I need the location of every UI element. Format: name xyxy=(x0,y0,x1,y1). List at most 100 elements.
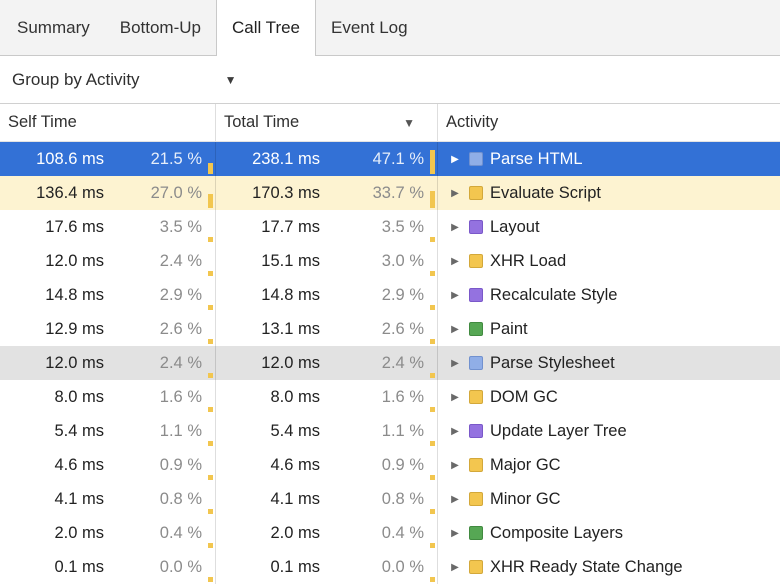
total-time-pct: 2.6 % xyxy=(381,319,424,338)
table-row[interactable]: 12.0 ms 2.4 % 12.0 ms 2.4 % ▶ Parse Styl… xyxy=(0,346,780,380)
column-label-self-time: Self Time xyxy=(8,113,77,131)
column-header-total-time[interactable]: Total Time ▼ xyxy=(216,104,438,141)
total-percent-bar-track xyxy=(430,278,437,312)
self-time-pct: 27.0 % xyxy=(150,183,202,202)
total-percent-bar xyxy=(430,191,435,208)
activity-label: Minor GC xyxy=(490,489,561,508)
tab-call-tree[interactable]: Call Tree xyxy=(215,0,317,56)
table-row[interactable]: 4.1 ms 0.8 % 4.1 ms 0.8 % ▶ Minor GC xyxy=(0,482,780,516)
activity-label: XHR Load xyxy=(490,251,567,270)
self-percent-bar-track xyxy=(208,278,215,312)
total-percent-bar xyxy=(430,271,435,276)
total-time-cell: 4.1 ms 0.8 % xyxy=(216,482,438,516)
activity-cell: ▶ Update Layer Tree xyxy=(438,414,780,448)
total-time-ms: 13.1 ms xyxy=(261,319,320,338)
table-row[interactable]: 12.0 ms 2.4 % 15.1 ms 3.0 % ▶ XHR Load xyxy=(0,244,780,278)
activity-cell: ▶ Paint xyxy=(438,312,780,346)
self-time-cell: 0.1 ms 0.0 % xyxy=(0,550,216,584)
activity-label: Parse Stylesheet xyxy=(490,353,615,372)
disclosure-triangle-icon[interactable]: ▶ xyxy=(451,459,459,471)
tab-bottom-up[interactable]: Bottom-Up xyxy=(119,17,201,37)
total-time-pct: 0.9 % xyxy=(381,455,424,474)
self-time-ms: 136.4 ms xyxy=(36,183,104,202)
column-header-self-time[interactable]: Self Time xyxy=(0,104,216,141)
self-time-ms: 12.0 ms xyxy=(45,251,104,270)
table-row[interactable]: 136.4 ms 27.0 % 170.3 ms 33.7 % ▶ Evalua… xyxy=(0,176,780,210)
total-time-ms: 4.1 ms xyxy=(270,489,320,508)
self-percent-bar-track xyxy=(208,312,215,346)
total-percent-bar xyxy=(430,509,435,514)
activity-cell: ▶ XHR Ready State Change xyxy=(438,550,780,584)
disclosure-triangle-icon[interactable]: ▶ xyxy=(451,493,459,505)
total-percent-bar xyxy=(430,475,435,480)
column-label-activity: Activity xyxy=(446,113,499,131)
self-time-ms: 108.6 ms xyxy=(36,149,104,168)
self-percent-bar-track xyxy=(208,448,215,482)
total-time-pct: 3.0 % xyxy=(381,251,424,270)
total-percent-bar-track xyxy=(430,448,437,482)
total-time-pct: 0.8 % xyxy=(381,489,424,508)
total-time-cell: 15.1 ms 3.0 % xyxy=(216,244,438,278)
self-percent-bar-track xyxy=(208,414,215,448)
total-percent-bar xyxy=(430,373,435,378)
activity-label: Parse HTML xyxy=(490,149,583,168)
table-row[interactable]: 12.9 ms 2.6 % 13.1 ms 2.6 % ▶ Paint xyxy=(0,312,780,346)
disclosure-triangle-icon[interactable]: ▶ xyxy=(451,561,459,573)
column-label-total-time: Total Time xyxy=(224,113,300,131)
group-by-label: Group by Activity xyxy=(12,69,140,89)
sort-descending-icon: ▼ xyxy=(403,115,415,130)
self-percent-bar xyxy=(208,271,213,276)
table-row[interactable]: 14.8 ms 2.9 % 14.8 ms 2.9 % ▶ Recalculat… xyxy=(0,278,780,312)
self-percent-bar xyxy=(208,407,213,412)
disclosure-triangle-icon[interactable]: ▶ xyxy=(451,391,459,403)
self-percent-bar xyxy=(208,305,213,310)
tab-summary[interactable]: Summary xyxy=(17,17,90,37)
table-row[interactable]: 8.0 ms 1.6 % 8.0 ms 1.6 % ▶ DOM GC xyxy=(0,380,780,414)
toolbar: Group by Activity ▼ xyxy=(0,56,780,104)
total-time-ms: 238.1 ms xyxy=(252,149,320,168)
activity-label: Recalculate Style xyxy=(490,285,618,304)
table-header-row: Self Time Total Time ▼ Activity xyxy=(0,104,780,142)
self-time-ms: 8.0 ms xyxy=(54,387,104,406)
self-time-cell: 5.4 ms 1.1 % xyxy=(0,414,216,448)
self-percent-bar xyxy=(208,194,213,208)
category-color-icon xyxy=(469,356,483,370)
disclosure-triangle-icon[interactable]: ▶ xyxy=(451,221,459,233)
self-percent-bar-track xyxy=(208,142,215,176)
self-time-ms: 14.8 ms xyxy=(45,285,104,304)
call-tree-table: Self Time Total Time ▼ Activity 108.6 ms… xyxy=(0,104,780,584)
disclosure-triangle-icon[interactable]: ▶ xyxy=(451,323,459,335)
disclosure-triangle-icon[interactable]: ▶ xyxy=(451,153,459,165)
group-by-dropdown[interactable]: Group by Activity ▼ xyxy=(12,70,236,90)
total-time-pct: 2.4 % xyxy=(381,353,424,372)
self-time-cell: 12.0 ms 2.4 % xyxy=(0,346,216,380)
total-time-cell: 2.0 ms 0.4 % xyxy=(216,516,438,550)
total-percent-bar-track xyxy=(430,482,437,516)
table-row[interactable]: 4.6 ms 0.9 % 4.6 ms 0.9 % ▶ Major GC xyxy=(0,448,780,482)
disclosure-triangle-icon[interactable]: ▶ xyxy=(451,187,459,199)
self-percent-bar-track xyxy=(208,210,215,244)
self-time-cell: 12.0 ms 2.4 % xyxy=(0,244,216,278)
self-time-pct: 2.9 % xyxy=(159,285,202,304)
table-row[interactable]: 17.6 ms 3.5 % 17.7 ms 3.5 % ▶ Layout xyxy=(0,210,780,244)
total-percent-bar xyxy=(430,543,435,548)
table-row[interactable]: 5.4 ms 1.1 % 5.4 ms 1.1 % ▶ Update Layer… xyxy=(0,414,780,448)
disclosure-triangle-icon[interactable]: ▶ xyxy=(451,357,459,369)
self-time-cell: 108.6 ms 21.5 % xyxy=(0,142,216,176)
disclosure-triangle-icon[interactable]: ▶ xyxy=(451,289,459,301)
column-header-activity[interactable]: Activity xyxy=(438,104,780,141)
disclosure-triangle-icon[interactable]: ▶ xyxy=(451,425,459,437)
activity-cell: ▶ Major GC xyxy=(438,448,780,482)
table-row[interactable]: 108.6 ms 21.5 % 238.1 ms 47.1 % ▶ Parse … xyxy=(0,142,780,176)
total-percent-bar xyxy=(430,305,435,310)
tab-event-log[interactable]: Event Log xyxy=(331,17,408,37)
self-percent-bar-track xyxy=(208,516,215,550)
disclosure-triangle-icon[interactable]: ▶ xyxy=(451,255,459,267)
total-time-ms: 5.4 ms xyxy=(270,421,320,440)
activity-cell: ▶ XHR Load xyxy=(438,244,780,278)
disclosure-triangle-icon[interactable]: ▶ xyxy=(451,527,459,539)
self-percent-bar-track xyxy=(208,244,215,278)
total-time-ms: 170.3 ms xyxy=(252,183,320,202)
table-row[interactable]: 2.0 ms 0.4 % 2.0 ms 0.4 % ▶ Composite La… xyxy=(0,516,780,550)
table-row[interactable]: 0.1 ms 0.0 % 0.1 ms 0.0 % ▶ XHR Ready St… xyxy=(0,550,780,584)
